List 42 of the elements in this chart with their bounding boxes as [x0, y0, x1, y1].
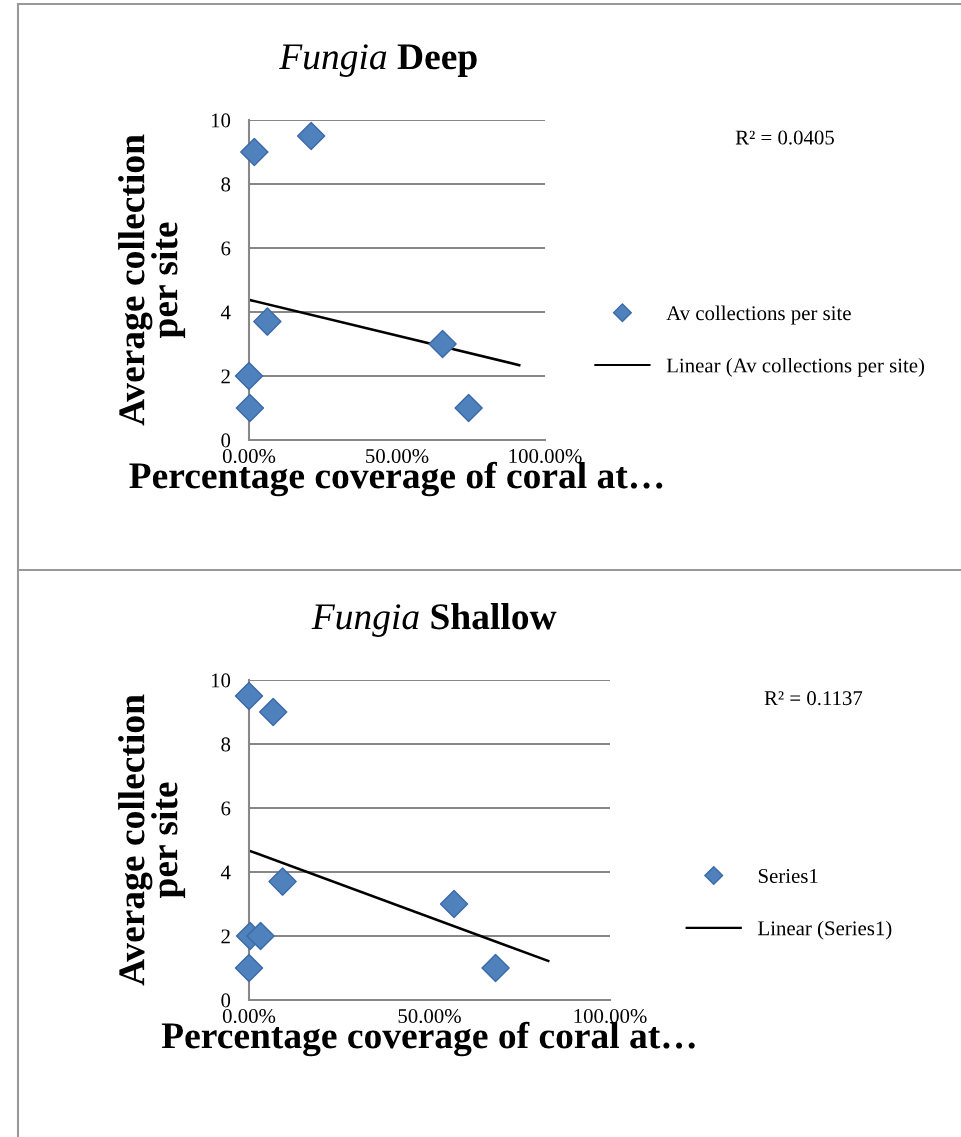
y-tick-label: 2	[221, 369, 230, 384]
chart-title: Fungia Shallow	[311, 603, 557, 637]
y-tick-label: 4	[220, 865, 231, 880]
y-axis-title: Average collection per site	[118, 134, 186, 426]
y-tick-label: 10	[211, 113, 231, 128]
legend-label: Series1	[758, 869, 818, 884]
point	[234, 953, 264, 983]
point	[439, 889, 469, 919]
x-tick-label: 100.00%	[574, 1008, 647, 1024]
legend-label: Linear (Series1)	[758, 920, 892, 940]
y-tick-label: 0	[221, 433, 231, 448]
point	[246, 921, 275, 951]
point	[253, 307, 282, 336]
point	[428, 329, 457, 359]
y-tick-label: 8	[221, 177, 231, 192]
x-tick-label: 0.00%	[222, 448, 276, 464]
x-tick-label: 100.00%	[509, 448, 582, 464]
y-tick-label: 6	[221, 801, 231, 816]
x-tick-label: 50.00%	[398, 1008, 461, 1024]
chart-title: Fungia Deep	[279, 44, 477, 77]
y-tick-label: 6	[221, 241, 231, 256]
point	[296, 121, 326, 151]
legend-label: Linear (Av collections per site)	[666, 357, 925, 377]
legend-label: Av collections per site	[666, 305, 851, 325]
point	[268, 867, 297, 896]
y-tick-label: 4	[220, 305, 231, 320]
text: R² = 0.1137	[764, 691, 863, 706]
y-tick-label: 2	[221, 929, 230, 944]
point	[234, 681, 264, 711]
y-axis-title: Average collection per site	[118, 694, 186, 986]
x-tick-label: 50.00%	[366, 448, 429, 464]
text: R² = 0.0405	[735, 130, 834, 145]
y-tick-label: 10	[211, 673, 231, 688]
point	[258, 697, 288, 727]
point	[234, 361, 264, 391]
y-tick-label: 8	[221, 737, 231, 752]
point	[240, 137, 269, 167]
point	[481, 953, 510, 983]
point	[235, 393, 265, 423]
y-tick-label: 0	[221, 993, 231, 1008]
x-tick-label: 0.00%	[222, 1008, 276, 1024]
point	[454, 393, 483, 423]
